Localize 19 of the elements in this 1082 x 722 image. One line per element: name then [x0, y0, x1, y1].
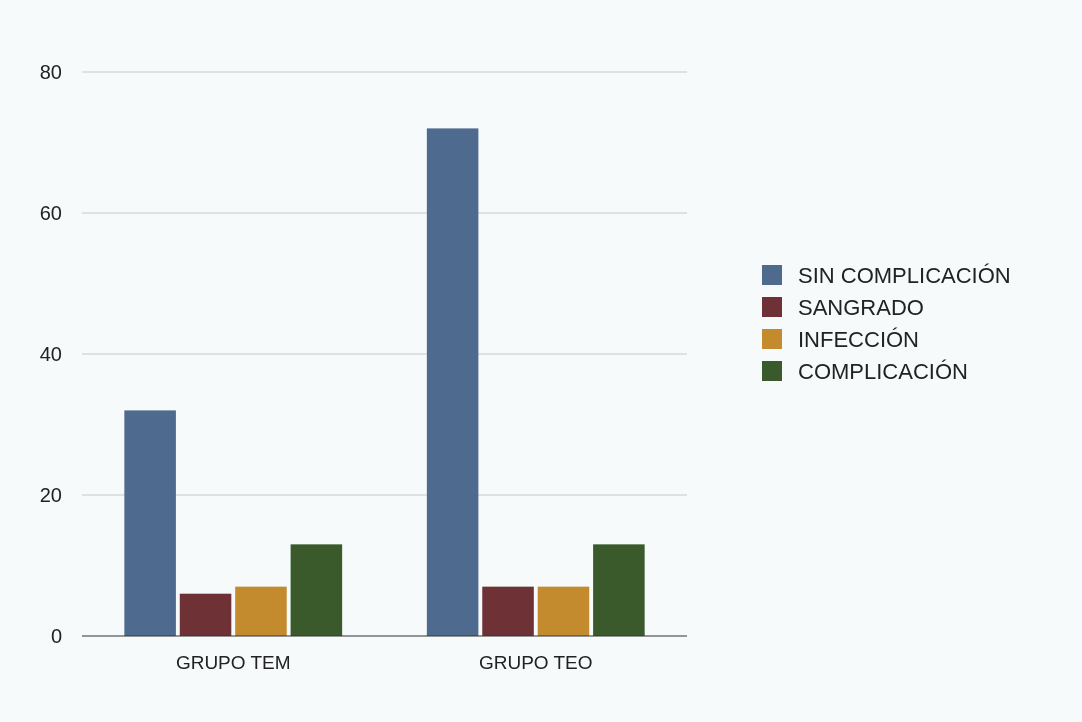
- bar: [179, 593, 232, 636]
- x-tick-label: GRUPO TEM: [175, 652, 291, 673]
- y-tick-label: 0: [50, 625, 62, 647]
- bar: [593, 544, 645, 636]
- y-tick-label: 20: [39, 484, 62, 506]
- legend-label: INFECCIÓN: [798, 326, 919, 352]
- bar: [290, 544, 343, 636]
- y-tick-label: 40: [39, 343, 62, 365]
- bar: [235, 586, 287, 636]
- bar: [537, 586, 590, 636]
- legend-label: COMPLICACIÓN: [798, 358, 968, 384]
- y-tick-label: 80: [39, 61, 62, 83]
- legend-label: SANGRADO: [798, 294, 924, 320]
- legend-label: SIN COMPLICACIÓN: [798, 262, 1011, 288]
- y-tick-label: 60: [39, 202, 62, 224]
- bar: [482, 586, 534, 636]
- x-tick-label: GRUPO TEO: [478, 652, 593, 673]
- bar: [426, 128, 479, 636]
- bar: [124, 410, 176, 636]
